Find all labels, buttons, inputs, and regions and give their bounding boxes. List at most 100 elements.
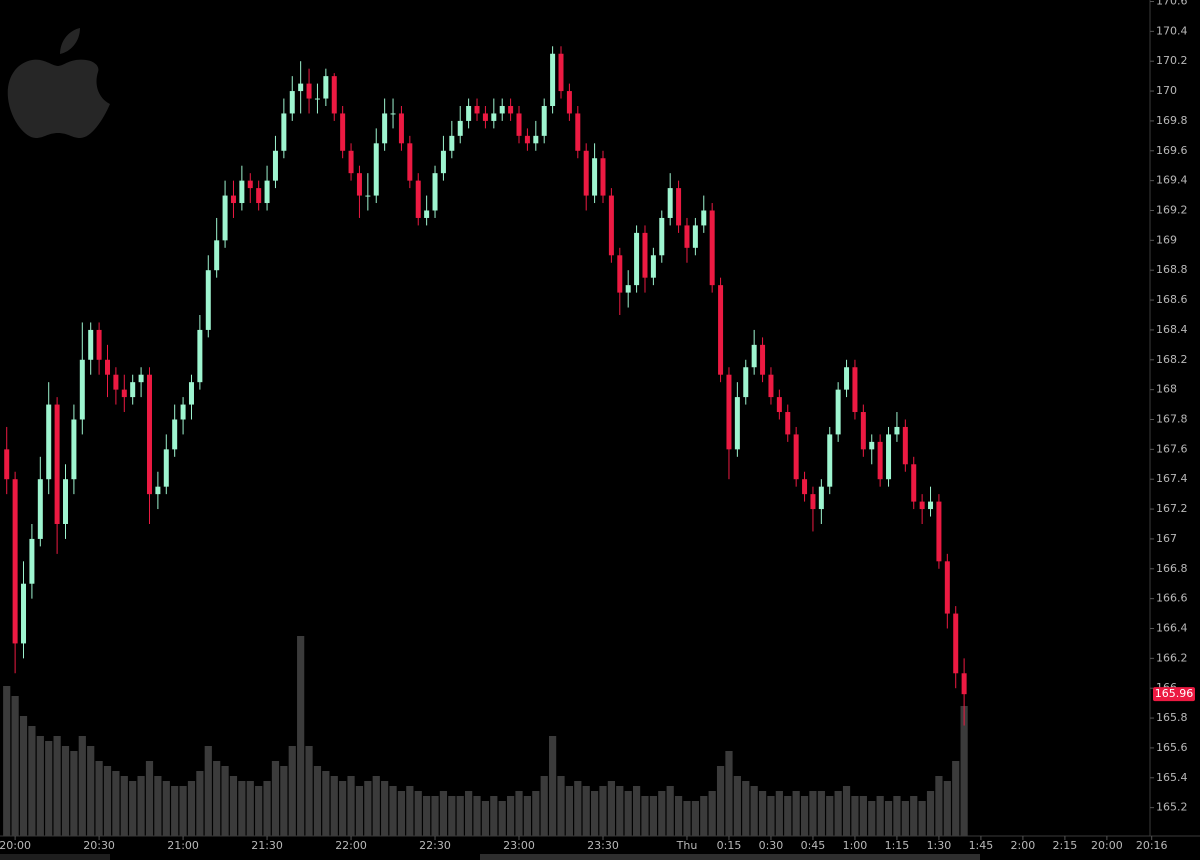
volume-bar	[632, 786, 641, 836]
volume-bar	[238, 781, 246, 836]
candle-body	[936, 501, 942, 562]
volume-bar	[221, 766, 229, 836]
volume-bar	[691, 801, 699, 836]
candle-body	[256, 188, 262, 204]
y-tick-label: 166.8	[1156, 562, 1188, 575]
candle-body	[642, 232, 648, 278]
x-tick-label: 2:00	[1011, 839, 1036, 852]
x-tick-label: 1:45	[969, 839, 994, 852]
volume-bar	[431, 796, 439, 836]
candle-body	[743, 367, 749, 398]
logo	[7, 28, 111, 138]
volume-bar	[145, 761, 154, 836]
candle-body	[314, 98, 320, 100]
candle-body	[163, 449, 169, 487]
volume-bar	[574, 781, 582, 836]
candle-body	[709, 210, 715, 286]
volume-bar	[716, 766, 725, 836]
candle-body	[818, 486, 824, 510]
candle-body	[760, 344, 766, 375]
candle-body	[172, 419, 178, 450]
candle-body	[575, 113, 581, 151]
volume-bar	[842, 786, 851, 836]
candle-body	[289, 91, 295, 114]
candle-body	[827, 434, 833, 487]
volume-bar	[658, 791, 666, 836]
candle-body	[667, 188, 673, 218]
candle-body	[457, 120, 463, 136]
y-tick-label: 167.6	[1156, 442, 1188, 455]
candle-body	[424, 210, 430, 218]
volume-bar	[162, 781, 170, 836]
x-tick-label: 1:00	[843, 839, 868, 852]
volume-bar	[129, 781, 137, 836]
candle-body	[785, 412, 791, 435]
volume-bar	[364, 781, 372, 836]
scrollbar[interactable]	[480, 854, 980, 860]
volume-layer	[3, 636, 968, 836]
candle-body	[373, 143, 379, 196]
volume-bar	[742, 781, 750, 836]
candle-body	[692, 225, 698, 248]
candle-body	[323, 76, 329, 99]
volume-bar	[498, 801, 506, 836]
volume-bar	[758, 791, 767, 836]
volume-bar	[582, 786, 590, 836]
y-tick-label: 168	[1156, 383, 1177, 396]
candle-body	[188, 382, 194, 405]
volume-bar	[624, 791, 632, 836]
volume-bar	[95, 761, 103, 836]
volume-bar	[473, 796, 481, 836]
volume-bar	[414, 791, 422, 836]
volume-bar	[792, 791, 800, 836]
volume-bar	[246, 781, 254, 836]
candle-body	[919, 501, 925, 510]
candle-body	[894, 426, 900, 435]
volume-bar	[507, 796, 515, 836]
volume-bar	[78, 736, 86, 836]
candle-body	[944, 561, 950, 614]
volume-bar	[439, 791, 448, 836]
candle-body	[583, 150, 589, 196]
candle-body	[751, 344, 757, 368]
candle-body	[298, 83, 304, 92]
volume-bar	[423, 796, 431, 836]
volume-bar	[935, 776, 943, 836]
volume-bar	[532, 791, 540, 836]
candle-body	[600, 158, 606, 196]
candle-body	[877, 441, 883, 480]
candle-body	[37, 479, 43, 539]
volume-bar	[893, 796, 901, 836]
candle-body	[272, 150, 278, 181]
candle-body	[440, 150, 446, 174]
candle-body	[701, 210, 707, 226]
volume-bar	[490, 796, 498, 836]
y-tick-label: 170.6	[1156, 0, 1188, 7]
candle-body	[508, 105, 514, 114]
candle-body	[928, 501, 934, 510]
y-tick-label: 165.6	[1156, 741, 1188, 754]
volume-bar	[3, 686, 11, 836]
volume-bar	[557, 776, 565, 836]
volume-bar	[448, 796, 456, 836]
volume-bar	[263, 781, 271, 836]
candle-body	[860, 412, 866, 450]
candle-body	[214, 240, 220, 271]
volume-bar	[884, 801, 893, 836]
volume-bar	[826, 796, 834, 836]
candle-body	[46, 404, 52, 480]
x-tick-label: 1:15	[885, 839, 910, 852]
candle-body	[356, 173, 362, 196]
volume-bar	[11, 696, 19, 836]
y-tick-label: 167.4	[1156, 472, 1188, 485]
volume-bar	[607, 781, 615, 836]
candle-body	[104, 359, 110, 375]
volume-bar	[641, 796, 649, 836]
volume-bar	[565, 786, 574, 836]
candle-body	[617, 255, 623, 293]
volume-bar	[834, 791, 842, 836]
volume-bar	[36, 736, 44, 836]
volume-bar	[775, 791, 783, 836]
y-tick-label: 169	[1156, 233, 1177, 246]
